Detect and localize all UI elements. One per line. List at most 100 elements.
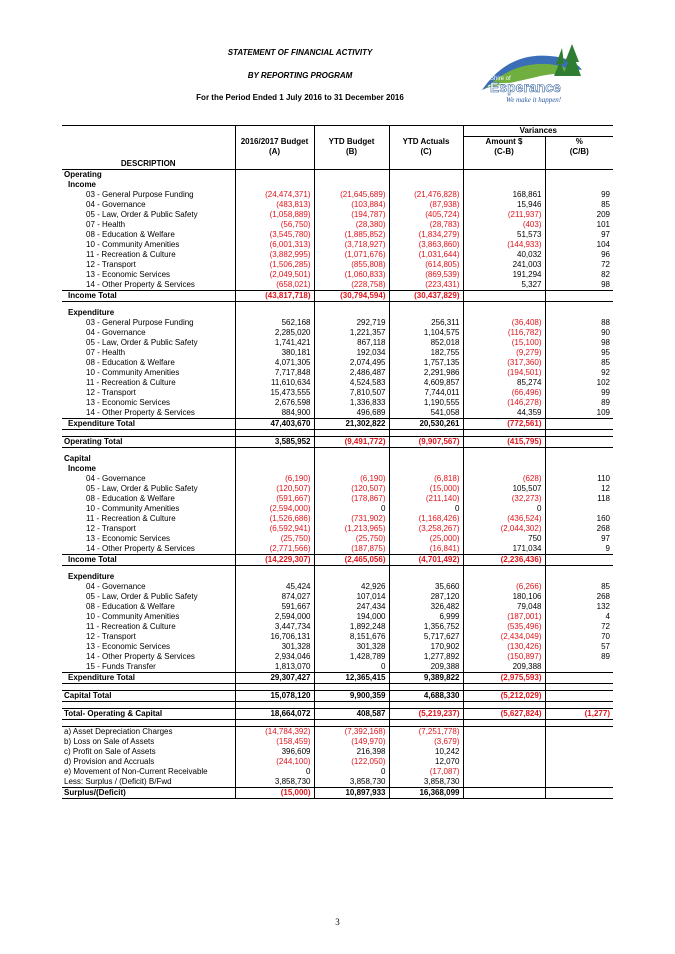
spacer-row	[62, 683, 613, 691]
table-row: 08 - Education & Welfare (591,667) (178,86…	[62, 494, 613, 504]
variance-pct-cell	[544, 757, 613, 767]
ytd-budget-cell: (122,050)	[313, 757, 389, 767]
spacer-row	[62, 447, 613, 454]
ytd-actual-cell: (211,140)	[388, 494, 463, 504]
budget-cell: (43,817,718)	[234, 290, 314, 302]
budget-cell: 396,609	[234, 747, 314, 757]
variance-pct-cell: 85	[544, 582, 613, 592]
ytd-budget-cell: (7,392,168)	[313, 726, 389, 737]
capital-income-heading-label: Income	[68, 464, 97, 473]
ytd-actual-cell: (15,000)	[388, 484, 463, 494]
table-row: 07 - Health 380,181 192,034 182,755 (9,279) 9…	[62, 348, 613, 358]
ytd-actual-cell: 16,368,099	[388, 787, 463, 799]
ytd-budget-cell: 867,118	[313, 338, 389, 348]
ytd-budget-cell: (1,071,676)	[313, 250, 389, 260]
ytd-budget-cell: 0	[313, 767, 389, 777]
row-description: 11 - Recreation & Culture	[86, 622, 176, 631]
ytd-budget-cell: (2,465,056)	[313, 554, 389, 566]
capital-expenditure-total-row: Expenditure Total 29,307,427 12,365,415 9,3…	[62, 672, 613, 684]
budget-cell: (25,750)	[234, 534, 314, 544]
variance-pct-cell	[544, 290, 613, 302]
table-row: 13 - Economic Services 301,328 301,328 170,…	[62, 642, 613, 652]
ytd-actual-cell: 12,070	[388, 757, 463, 767]
variance-pct-cell: 110	[544, 474, 613, 484]
table-row: 15 - Funds Transfer 1,813,070 0 209,388 209,…	[62, 662, 613, 673]
table-row: 04 - Governance (6,190) (6,190) (6,818) (628…	[62, 474, 613, 484]
col-ytd-actual: YTD Actuals	[388, 136, 463, 147]
variance-amount-cell: (66,496)	[462, 388, 545, 398]
ytd-actual-cell: (614,805)	[388, 260, 463, 270]
row-description: 04 - Governance	[86, 582, 146, 591]
ytd-budget-cell: 292,719	[313, 318, 389, 328]
row-description: 08 - Education & Welfare	[86, 494, 175, 503]
row-description: 10 - Community Amenities	[86, 504, 180, 513]
variance-amount-cell: (2,434,049)	[462, 632, 545, 642]
row-description: b) Loss on Sale of Assets	[64, 737, 155, 746]
row-description: Capital Total	[62, 690, 235, 702]
variance-pct-cell	[544, 554, 613, 566]
variance-amount-cell: 750	[462, 534, 545, 544]
ytd-actual-cell: (1,031,644)	[388, 250, 463, 260]
variance-pct-cell	[544, 672, 613, 684]
budget-cell: 18,664,072	[234, 708, 314, 720]
ytd-actual-cell: 209,388	[388, 662, 463, 673]
ytd-actual-cell: (4,701,492)	[388, 554, 463, 566]
table-row: 14 - Other Property & Services (2,771,566…	[62, 544, 613, 555]
row-description: 05 - Law, Order & Public Safety	[86, 592, 198, 601]
ytd-actual-cell: 4,609,857	[388, 378, 463, 388]
variance-pct-cell: 268	[544, 524, 613, 534]
budget-cell: (56,750)	[234, 220, 314, 230]
variance-amount-cell	[462, 290, 545, 302]
budget-cell: 2,285,020	[234, 328, 314, 338]
income-total-row: Income Total (43,817,718) (30,794,594) (30,…	[62, 290, 613, 302]
variance-amount-cell: 191,294	[462, 270, 545, 280]
ytd-actual-cell: (25,000)	[388, 534, 463, 544]
budget-cell: 884,900	[234, 408, 314, 419]
ytd-budget-cell: (1,213,965)	[313, 524, 389, 534]
table-row: 12 - Transport (1,506,285) (855,808) (614,8…	[62, 260, 613, 270]
ytd-budget-cell: 1,336,833	[313, 398, 389, 408]
row-description: a) Asset Depreciation Charges	[62, 726, 235, 737]
variance-pct-cell: 85	[544, 358, 613, 368]
variance-pct-cell	[544, 737, 613, 747]
variance-amount-cell: 85,274	[462, 378, 545, 388]
table-row: 03 - General Purpose Funding (24,474,371)…	[62, 190, 613, 200]
variance-pct-cell	[544, 726, 613, 737]
variance-pct-cell: 98	[544, 280, 613, 291]
ytd-budget-cell: (228,758)	[313, 280, 389, 291]
budget-cell: 2,676,598	[234, 398, 314, 408]
budget-cell: (2,594,000)	[234, 504, 314, 514]
operating-income-heading-label: Income	[68, 180, 97, 189]
budget-cell: 29,307,427	[234, 672, 314, 684]
table-row: 08 - Education & Welfare 4,071,305 2,074,4…	[62, 358, 613, 368]
variance-pct-cell: 209	[544, 210, 613, 220]
row-description: Less: Surplus / (Deficit) B/Fwd	[64, 777, 172, 786]
row-description: 12 - Transport	[86, 260, 136, 269]
budget-cell: 3,858,730	[234, 777, 314, 788]
operating-total-row: Operating Total 3,585,952 (9,491,772) (9,90…	[62, 436, 613, 448]
variance-pct-cell: 9	[544, 544, 613, 555]
budget-cell: (1,506,285)	[234, 260, 314, 270]
variance-pct-cell: 57	[544, 642, 613, 652]
budget-cell: (6,592,941)	[234, 524, 314, 534]
table-row: 10 - Community Amenities (6,001,313) (3,71…	[62, 240, 613, 250]
svg-text:We make it happen!: We make it happen!	[506, 96, 562, 104]
col-budget: 2016/2017 Budget	[234, 136, 314, 147]
spacer-row	[62, 701, 613, 709]
shire-of-esperance-logo: Shire of Esperance We make it happen!	[478, 42, 590, 108]
variance-pct-cell: 95	[544, 348, 613, 358]
ytd-budget-cell: (187,875)	[313, 544, 389, 555]
variance-amount-cell	[462, 757, 545, 767]
ytd-budget-cell: 192,034	[313, 348, 389, 358]
variance-amount-cell: 209,388	[462, 662, 545, 673]
report-title: STATEMENT OF FINANCIAL ACTIVITY	[227, 48, 373, 57]
col-pct: %	[544, 136, 613, 147]
variance-amount-cell: (5,212,029)	[462, 690, 545, 702]
ytd-actual-cell: 287,120	[388, 592, 463, 602]
variance-amount-cell: (9,279)	[462, 348, 545, 358]
ytd-budget-cell: 2,074,495	[313, 358, 389, 368]
table-row: 11 - Recreation & Culture 11,610,634 4,524…	[62, 378, 613, 388]
variance-pct-cell	[544, 787, 613, 799]
ytd-budget-cell: 2,486,487	[313, 368, 389, 378]
budget-cell: (3,882,995)	[234, 250, 314, 260]
